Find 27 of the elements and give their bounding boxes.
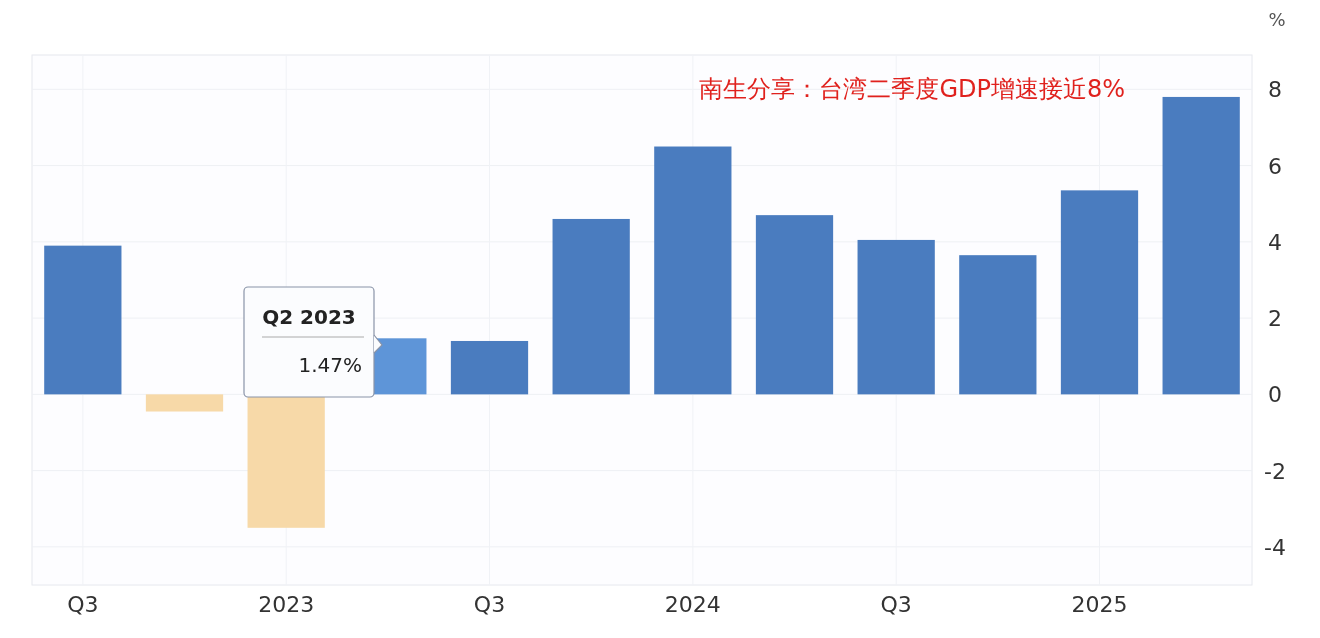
text: 南生分享：台湾二季度GDP增速接近8%	[699, 75, 1125, 103]
bar	[44, 245, 122, 395]
bar	[857, 239, 935, 395]
y-tick-label: -2	[1264, 458, 1286, 484]
x-tick-label: 2025	[1071, 592, 1128, 617]
annotation: Q2 2023	[262, 305, 356, 329]
bar	[552, 218, 630, 395]
x-tick-label: Q3	[473, 592, 506, 617]
annotation: 1.47%	[298, 353, 362, 377]
x-tick-label: Q3	[67, 592, 99, 617]
bar	[1060, 190, 1139, 395]
x-tick-label: Q3	[880, 592, 912, 617]
bar	[654, 146, 732, 395]
y-tick-label: 8	[1268, 77, 1282, 103]
y-tick-label: 4	[1268, 229, 1282, 255]
x-tick-label: 2023	[258, 592, 315, 617]
bar	[450, 340, 529, 395]
x-tick-label: 2024	[664, 592, 721, 617]
y-tick-label: 6	[1268, 153, 1282, 179]
y-tick-label: -4	[1264, 534, 1286, 560]
y-axis-title: %	[1268, 9, 1286, 30]
bar	[755, 215, 834, 395]
y-tick-label: 2	[1268, 306, 1282, 332]
bar	[959, 255, 1037, 395]
y-tick-label: 0	[1268, 382, 1282, 408]
bar	[1162, 96, 1240, 395]
bar	[145, 394, 224, 412]
